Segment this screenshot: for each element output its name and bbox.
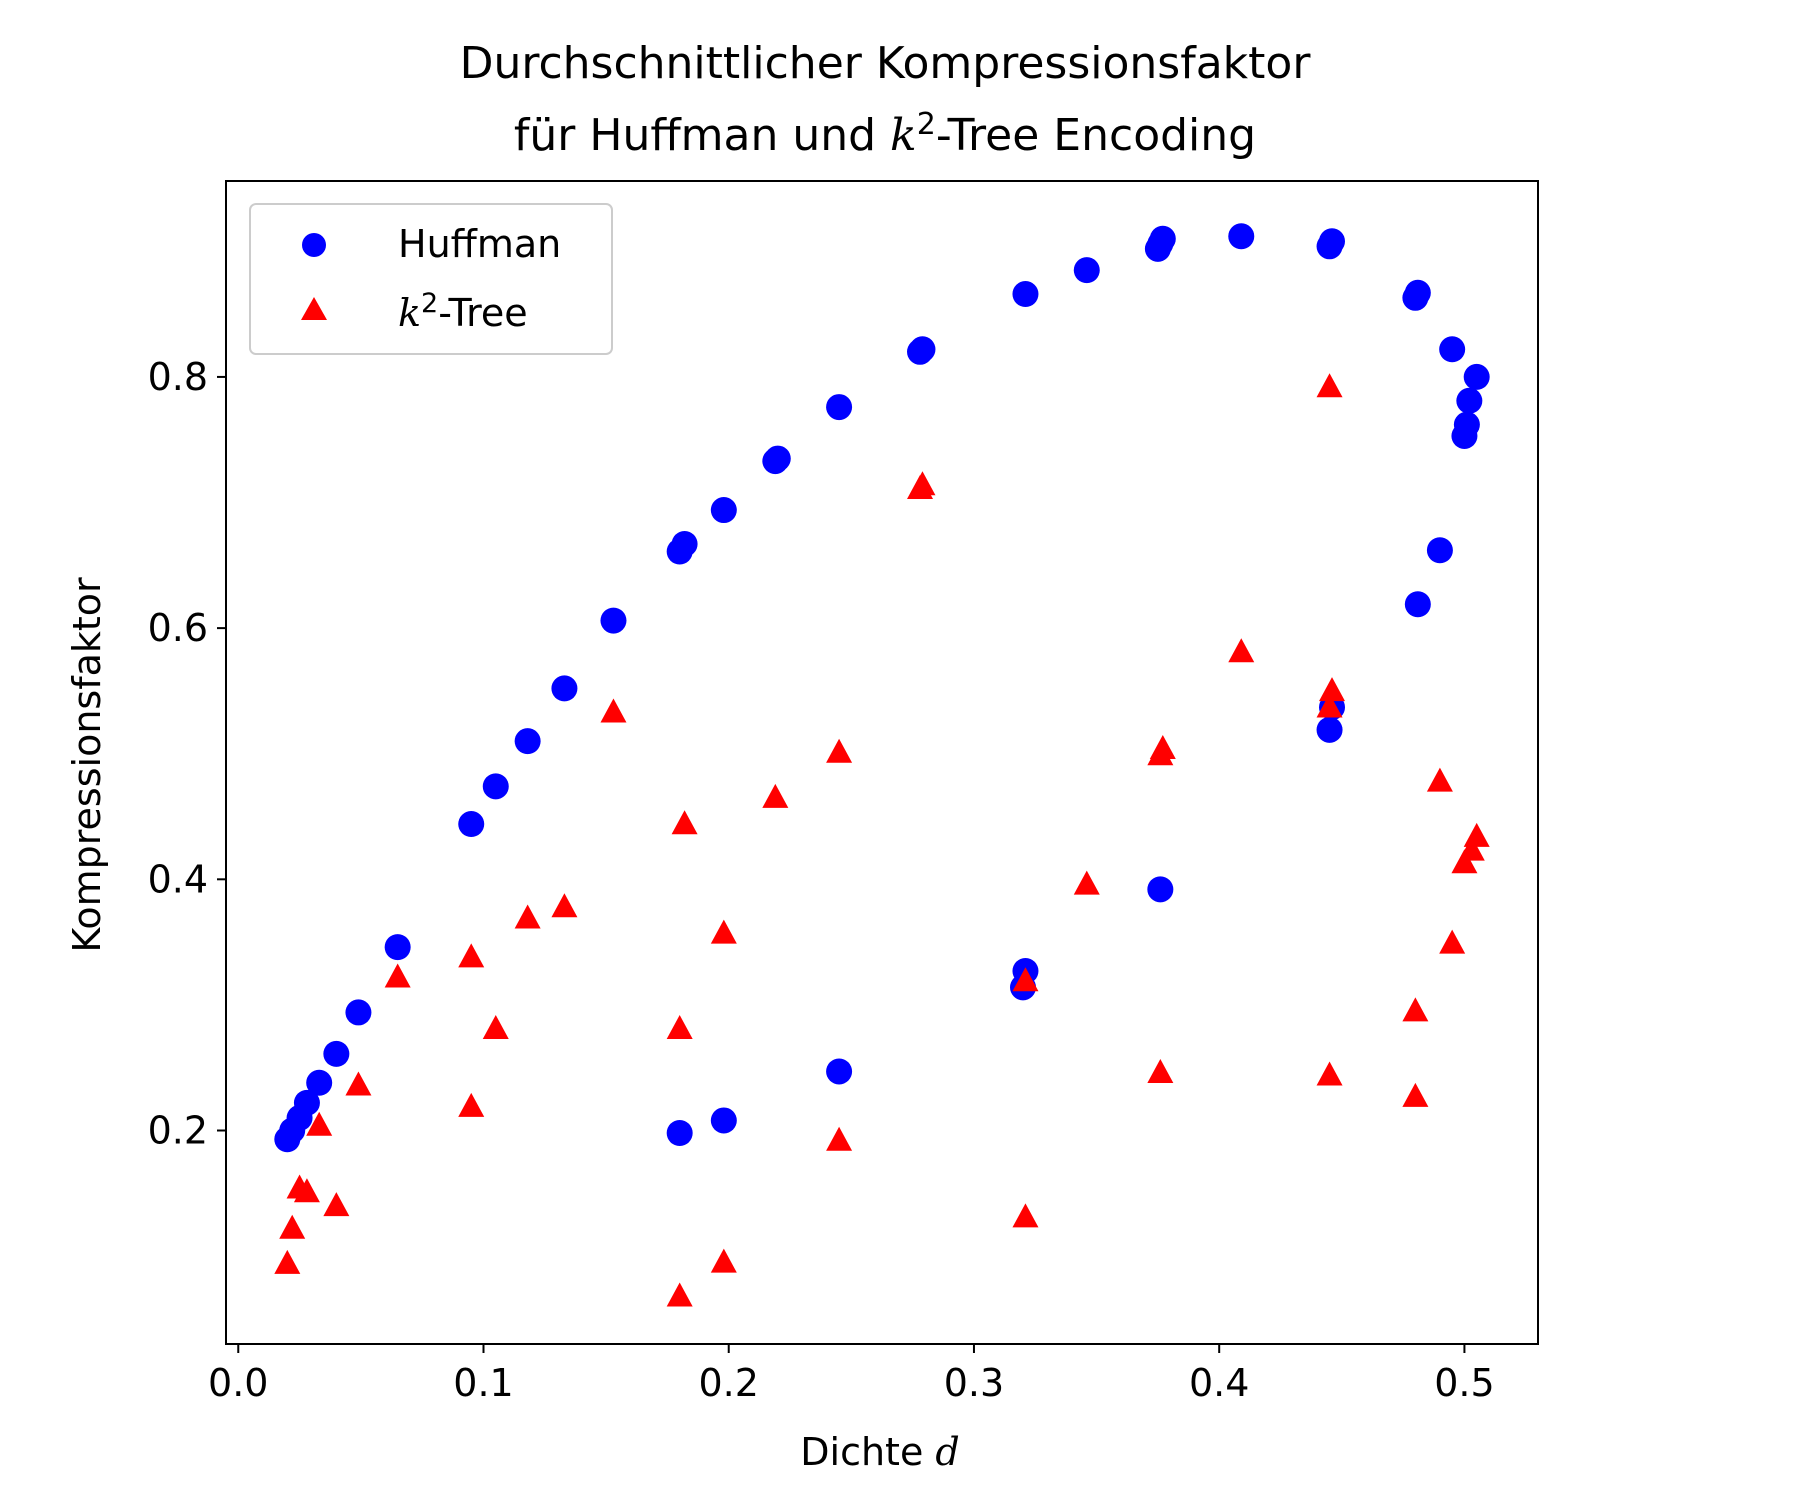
k2tree-point	[1147, 1058, 1174, 1083]
y-tick-label: 0.8	[148, 355, 208, 399]
k2tree-point	[1316, 693, 1343, 718]
huffman-point	[1147, 876, 1174, 903]
huffman-point	[1439, 336, 1466, 363]
k2tree-point	[514, 904, 541, 929]
k2tree-point	[279, 1214, 306, 1239]
k2tree-point	[1316, 1061, 1343, 1086]
k2tree-point	[1012, 967, 1039, 992]
huffman-point	[1404, 591, 1431, 618]
y-tick-label: 0.6	[148, 606, 208, 650]
k2tree-point	[1402, 997, 1429, 1022]
k2tree-point	[1451, 849, 1478, 874]
huffman-point	[909, 336, 936, 363]
huffman-point	[1404, 279, 1431, 306]
k2tree-point	[482, 1015, 509, 1040]
huffman-point	[1463, 363, 1490, 390]
x-tick-label: 0.3	[944, 1361, 1004, 1405]
huffman-point	[1426, 537, 1453, 564]
huffman-point	[323, 1040, 350, 1067]
x-tick-label: 0.4	[1189, 1361, 1249, 1405]
k2tree-point	[1073, 870, 1100, 895]
huffman-point	[826, 1058, 853, 1085]
k2tree-point	[671, 810, 698, 835]
k2tree-point	[600, 698, 627, 723]
chart-title-line2: für Huffman und k2-Tree Encoding	[514, 107, 1256, 161]
huffman-point	[1456, 387, 1483, 414]
x-tick-label: 0.0	[208, 1361, 268, 1405]
k2tree-point	[1458, 836, 1485, 861]
x-tick-label: 0.2	[699, 1361, 759, 1405]
k2tree-point	[1426, 767, 1453, 792]
huffman-point	[458, 811, 485, 838]
k2tree-point	[1463, 822, 1490, 847]
k2tree-point	[710, 919, 737, 944]
k2tree-point	[274, 1249, 301, 1274]
huffman-point	[514, 728, 541, 755]
huffman-point	[384, 934, 411, 961]
k2tree-point	[306, 1111, 333, 1136]
k2tree-point	[1319, 677, 1346, 702]
k2tree-point	[551, 893, 578, 918]
k2tree-point	[826, 738, 853, 763]
huffman-point	[482, 773, 509, 800]
legend-label-huffman: Huffman	[398, 222, 561, 266]
huffman-point	[293, 1089, 320, 1116]
huffman-point	[600, 607, 627, 634]
huffman-point	[764, 445, 791, 472]
huffman-point	[551, 675, 578, 702]
legend-marker-huffman	[302, 233, 326, 257]
huffman-point	[1012, 281, 1039, 308]
huffman-point	[1228, 223, 1255, 250]
k2tree-point	[762, 783, 789, 808]
k2tree-point	[1012, 1203, 1039, 1228]
k2tree-point	[666, 1282, 693, 1307]
x-axis: 0.0 0.1 0.2 0.3 0.4 0.5	[208, 1344, 1495, 1405]
x-tick-label: 0.1	[453, 1361, 513, 1405]
chart-title-line1: Durchschnittlicher Kompressionsfaktor	[460, 38, 1312, 89]
legend-marker-k2tree	[301, 297, 327, 320]
k2tree-point	[710, 1248, 737, 1273]
huffman-point	[1149, 225, 1176, 252]
k2tree-point	[384, 963, 411, 988]
k2tree-point	[458, 1092, 485, 1117]
huffman-point	[345, 999, 372, 1026]
k2tree-point	[909, 471, 936, 496]
huffman-point	[1316, 716, 1343, 743]
plot-area-frame	[225, 180, 1539, 1345]
k2tree-point	[323, 1192, 350, 1217]
legend-label-k2tree: k2-Tree	[398, 288, 528, 335]
legend: Huffman k2-Tree	[249, 203, 613, 355]
huffman-point	[1451, 422, 1478, 449]
k2tree-point	[345, 1071, 372, 1096]
k2tree-point	[1402, 1082, 1429, 1107]
huffman-point	[826, 394, 853, 421]
huffman-point	[666, 1120, 693, 1147]
y-tick-label: 0.2	[148, 1108, 208, 1152]
k2tree-point	[1149, 734, 1176, 759]
huffman-point	[710, 497, 737, 524]
huffman-point	[306, 1069, 333, 1096]
x-tick-label: 0.5	[1434, 1361, 1494, 1405]
data-points	[274, 223, 1490, 1307]
huffman-point	[671, 530, 698, 557]
y-axis: 0.2 0.4 0.6 0.8	[148, 355, 226, 1152]
y-tick-label: 0.4	[148, 857, 208, 901]
legend-box	[249, 203, 613, 355]
k2tree-point	[826, 1126, 853, 1151]
huffman-point	[1073, 257, 1100, 284]
k2tree-point	[1228, 638, 1255, 663]
x-axis-label: Dichte d	[800, 1430, 959, 1474]
k2tree-point	[666, 1015, 693, 1040]
k2tree-point	[1439, 929, 1466, 954]
k2tree-point	[293, 1178, 320, 1203]
k2tree-point	[458, 943, 485, 968]
y-axis-label: Kompressionsfaktor	[65, 577, 109, 953]
k2tree-point	[1316, 373, 1343, 398]
huffman-point	[710, 1107, 737, 1134]
huffman-point	[1319, 228, 1346, 255]
